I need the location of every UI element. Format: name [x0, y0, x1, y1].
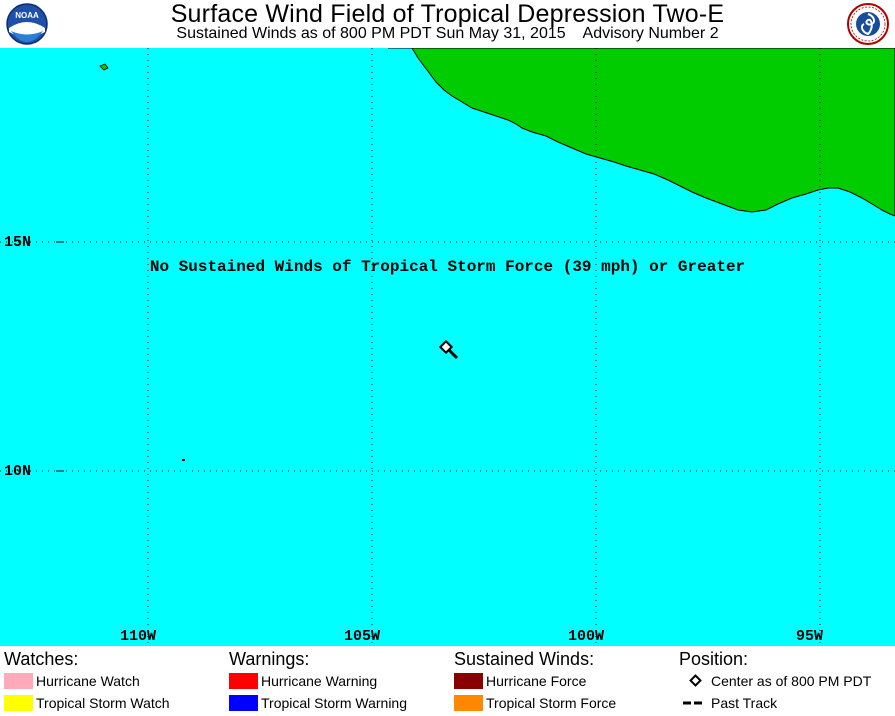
swatch-tropical-storm-force — [454, 695, 483, 711]
lon-label-110w: 110W — [120, 628, 157, 645]
wind-notice: No Sustained Winds of Tropical Storm For… — [149, 258, 746, 276]
map-legend: Watches: Hurricane Watch Tropical Storm … — [0, 646, 895, 716]
legend-heading-warnings: Warnings: — [229, 649, 310, 669]
past-track-line — [447, 348, 459, 360]
noaa-logo: NOAA — [6, 3, 48, 45]
legend-item-past-track: Past Track — [679, 692, 777, 714]
legend-label: Tropical Storm Force — [486, 695, 617, 711]
legend-heading-watches: Watches: — [4, 649, 79, 669]
map-title: Surface Wind Field of Tropical Depressio… — [170, 0, 725, 28]
lon-label-95w: 95W — [796, 628, 824, 645]
legend-heading-winds: Sustained Winds: — [454, 649, 595, 669]
legend-item-tropical-storm-force: Tropical Storm Force — [454, 692, 616, 714]
legend-item-center: Center as of 800 PM PDT — [679, 670, 871, 692]
wind-field-map: 15N 10N 110W 105W 100W 95W No Sustained … — [0, 48, 895, 646]
legend-item-hurricane-force: Hurricane Force — [454, 670, 594, 692]
speck-mark — [182, 459, 185, 461]
map-header: NOAA Surface Wind Field of Tropical Depr… — [0, 0, 895, 48]
legend-label: Tropical Storm Watch — [36, 695, 170, 711]
map-canvas — [0, 48, 895, 646]
legend-item-hurricane-watch: Hurricane Watch — [4, 670, 140, 692]
legend-label: Tropical Storm Warning — [261, 695, 408, 711]
diamond-icon — [689, 674, 702, 687]
legend-label: Hurricane Warning — [261, 673, 378, 689]
graticule-ticks — [56, 241, 64, 472]
legend-item-hurricane-warning: Hurricane Warning — [229, 670, 377, 692]
lon-label-105w: 105W — [344, 628, 381, 645]
legend-position: Position: Center as of 800 PM PDT Past T… — [679, 648, 871, 714]
svg-text:NOAA: NOAA — [15, 11, 39, 20]
legend-label: Center as of 800 PM PDT — [711, 673, 872, 689]
lat-label-15n: 15N — [4, 234, 32, 251]
swatch-hurricane-force — [454, 673, 483, 689]
legend-watches: Watches: Hurricane Watch Tropical Storm … — [4, 648, 170, 714]
lon-label-100w: 100W — [568, 628, 605, 645]
legend-heading-position: Position: — [679, 649, 749, 669]
legend-label: Hurricane Force — [486, 673, 587, 689]
swatch-tropical-storm-watch — [4, 695, 33, 711]
swatch-hurricane-watch — [4, 673, 33, 689]
legend-warnings: Warnings: Hurricane Warning Tropical Sto… — [229, 648, 407, 714]
graticule — [0, 48, 895, 646]
legend-item-tropical-storm-warning: Tropical Storm Warning — [229, 692, 407, 714]
land-mexico — [388, 48, 895, 217]
legend-item-tropical-storm-watch: Tropical Storm Watch — [4, 692, 170, 714]
lat-label-10n: 10N — [4, 463, 32, 480]
dashed-line-icon — [683, 701, 705, 705]
legend-label: Hurricane Watch — [36, 673, 140, 689]
nws-logo — [847, 3, 889, 45]
swatch-hurricane-warning — [229, 673, 258, 689]
legend-label: Past Track — [711, 695, 778, 711]
legend-sustained-winds: Sustained Winds: Hurricane Force Tropica… — [454, 648, 616, 714]
storm-center-marker — [438, 339, 454, 355]
map-subtitle: Sustained Winds as of 800 PM PDT Sun May… — [176, 25, 719, 42]
land-islet — [99, 63, 109, 71]
swatch-tropical-storm-warning — [229, 695, 258, 711]
storm-track — [438, 339, 459, 360]
